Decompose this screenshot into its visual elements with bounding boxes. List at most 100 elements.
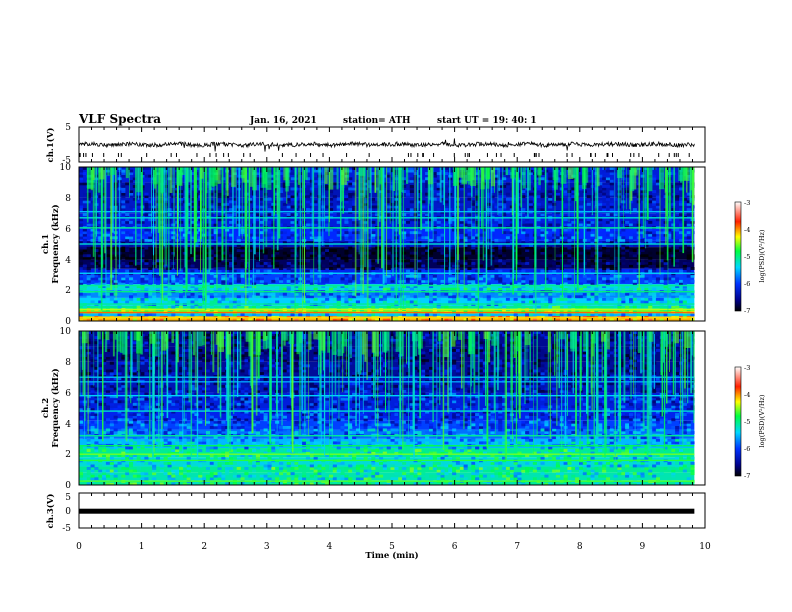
spectrogram-cell <box>267 318 272 322</box>
spectrogram-cell <box>679 300 684 304</box>
spectrogram-cell <box>432 190 437 193</box>
spectrogram-cell <box>444 282 449 286</box>
spectrogram-cell <box>586 262 591 265</box>
spectrogram-cell <box>86 292 91 296</box>
spectrogram-cell <box>344 282 349 286</box>
spectrogram-cell <box>205 269 210 273</box>
spectrogram-cell <box>567 264 572 268</box>
spectrogram-sferic <box>659 167 661 275</box>
spectrogram-cell <box>221 267 226 270</box>
spectrogram-cell <box>625 182 630 186</box>
spectrogram-sferic <box>246 167 248 264</box>
spectrogram-cell <box>198 287 203 291</box>
spectrogram-cell <box>148 305 153 309</box>
spectrogram-cell <box>540 269 545 273</box>
spectrogram-cell <box>682 233 687 237</box>
spectrogram-cell <box>240 269 245 273</box>
spectrogram-cell <box>217 300 222 304</box>
spectrogram-cell <box>90 262 95 265</box>
spectrogram-cell <box>213 267 218 270</box>
spectrogram-cell <box>409 241 414 245</box>
spectrogram-cell <box>594 192 599 196</box>
spectrogram-cell <box>94 262 99 265</box>
spectrogram-cell <box>486 259 491 263</box>
spectrogram-cell <box>263 295 268 299</box>
spectrogram-cell <box>286 197 291 201</box>
spectrogram-cell <box>405 220 410 224</box>
spectrogram-cell <box>605 251 610 255</box>
spectrogram-hiss <box>359 167 366 177</box>
spectrogram-cell <box>640 174 645 178</box>
spectrogram-cell <box>379 287 384 291</box>
spectrogram-cell <box>609 182 614 186</box>
spectrogram-cell <box>125 297 130 301</box>
spectrogram-cell <box>594 300 599 304</box>
spectrogram-cell <box>632 318 637 322</box>
spectrogram-cell <box>648 231 653 235</box>
spectrogram-cell <box>505 259 510 263</box>
spectrogram-cell <box>417 213 422 217</box>
spectrogram-cell <box>352 208 357 211</box>
spectrogram-cell <box>505 192 510 196</box>
spectrogram-cell <box>225 246 230 250</box>
spectrogram-cell <box>205 249 210 252</box>
spectrogram-cell <box>567 200 572 204</box>
spectrogram-cell <box>490 241 495 245</box>
spectrogram-cell <box>348 254 353 258</box>
spectrogram-cell <box>186 262 191 265</box>
spectrogram-cell <box>163 254 168 258</box>
spectrogram-cell <box>205 254 210 258</box>
spectrogram-cell <box>467 208 472 211</box>
spectrogram-cell <box>571 236 576 240</box>
spectrogram-sferic <box>206 167 208 194</box>
spectrogram-cell <box>659 228 664 232</box>
spectrogram-cell <box>682 279 687 283</box>
spectrogram-cell <box>205 236 210 240</box>
spectrogram-cell <box>279 246 284 250</box>
spectrogram-cell <box>271 300 276 304</box>
spectrogram-cell <box>571 190 576 193</box>
spectrogram-cell <box>348 313 353 317</box>
spectrogram-cell <box>413 285 418 288</box>
spectrogram-cell <box>682 179 687 183</box>
spectrogram-cell <box>563 202 568 206</box>
spectrogram-cell <box>267 208 272 211</box>
spectrogram-cell <box>644 264 649 268</box>
spectrogram-cell <box>598 218 603 222</box>
spectrogram-cell <box>463 238 468 242</box>
spectrogram-cell <box>205 223 210 227</box>
spectrogram-cell <box>86 236 91 240</box>
spectrogram-cell <box>409 277 414 281</box>
spectrogram-cell <box>659 274 664 278</box>
spectrogram-cell <box>659 318 664 322</box>
spectrogram-cell <box>405 274 410 278</box>
spectrogram-cell <box>305 251 310 255</box>
spectrogram-cell <box>448 292 453 296</box>
spectrogram-cell <box>540 177 545 181</box>
spectrogram-cell <box>409 233 414 237</box>
spectrogram-cell <box>452 246 457 250</box>
spectrogram-cell <box>186 220 191 224</box>
spectrogram-cell <box>463 262 468 265</box>
spectrogram-cell <box>255 249 260 252</box>
spectrogram-sferic <box>568 167 570 223</box>
spectrogram-cell <box>609 200 614 204</box>
spectrogram-cell <box>355 223 360 227</box>
spectrogram-cell <box>494 238 499 242</box>
spectrogram-cell <box>382 277 387 281</box>
spectrogram-cell <box>148 267 153 270</box>
spectrogram-cell <box>513 249 518 252</box>
spectrogram-cell <box>282 244 287 247</box>
spectrogram-cell <box>548 267 553 270</box>
spectrogram-cell <box>682 197 687 201</box>
spectrogram-cell <box>329 208 334 211</box>
spectrogram-cell <box>255 205 260 209</box>
spectrogram-cell <box>329 251 334 255</box>
spectrogram-cell <box>475 167 480 170</box>
spectrogram-cell <box>313 179 318 183</box>
spectrogram-cell <box>221 305 226 309</box>
spectrogram-cell <box>98 269 103 273</box>
spectrogram-cell <box>675 197 680 201</box>
spectrogram-cell <box>282 185 287 188</box>
spectrogram-cell <box>663 262 668 265</box>
